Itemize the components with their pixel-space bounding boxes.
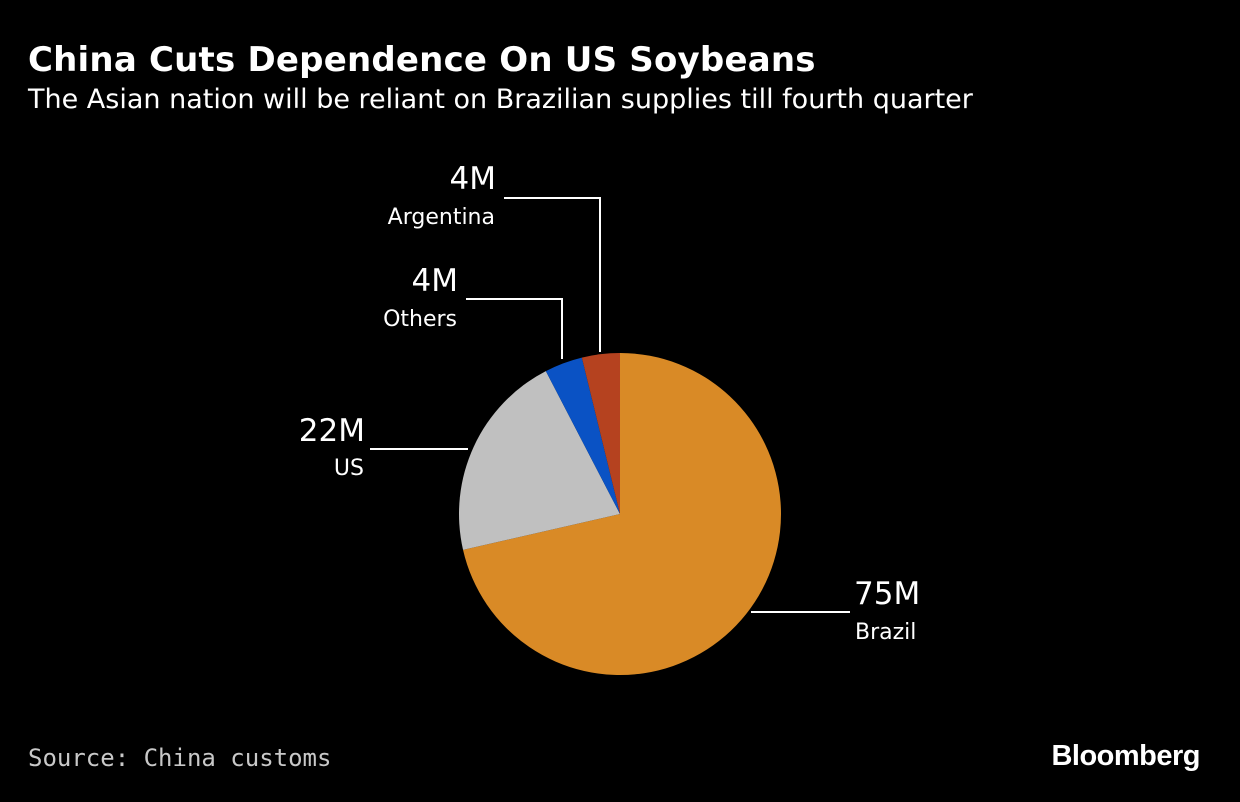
argentina-category-label: Argentina [388,205,495,230]
us-value-label: 22M [299,413,365,449]
argentina-value-label: 4M [450,161,496,197]
bloomberg-logo: Bloomberg [1051,740,1200,772]
pie-slice-others [545,357,620,514]
pie-slices [459,353,781,676]
chart-title: China Cuts Dependence On US Soybeans [28,40,816,80]
pie-slice-us [459,371,620,550]
chart-subtitle: The Asian nation will be reliant on Braz… [28,84,973,115]
us-category-label: US [334,456,364,481]
pie-slice-argentina [581,353,620,514]
others-value-label: 4M [412,263,458,299]
source-note: Source: China customs [28,744,332,772]
others-category-label: Others [383,307,457,332]
pie-slice-brazil [463,353,781,676]
leader-lines [370,197,850,613]
others-leader-line [466,298,563,359]
brazil-value-label: 75M [854,576,920,612]
brazil-category-label: Brazil [855,620,916,645]
argentina-leader-line [504,197,601,352]
